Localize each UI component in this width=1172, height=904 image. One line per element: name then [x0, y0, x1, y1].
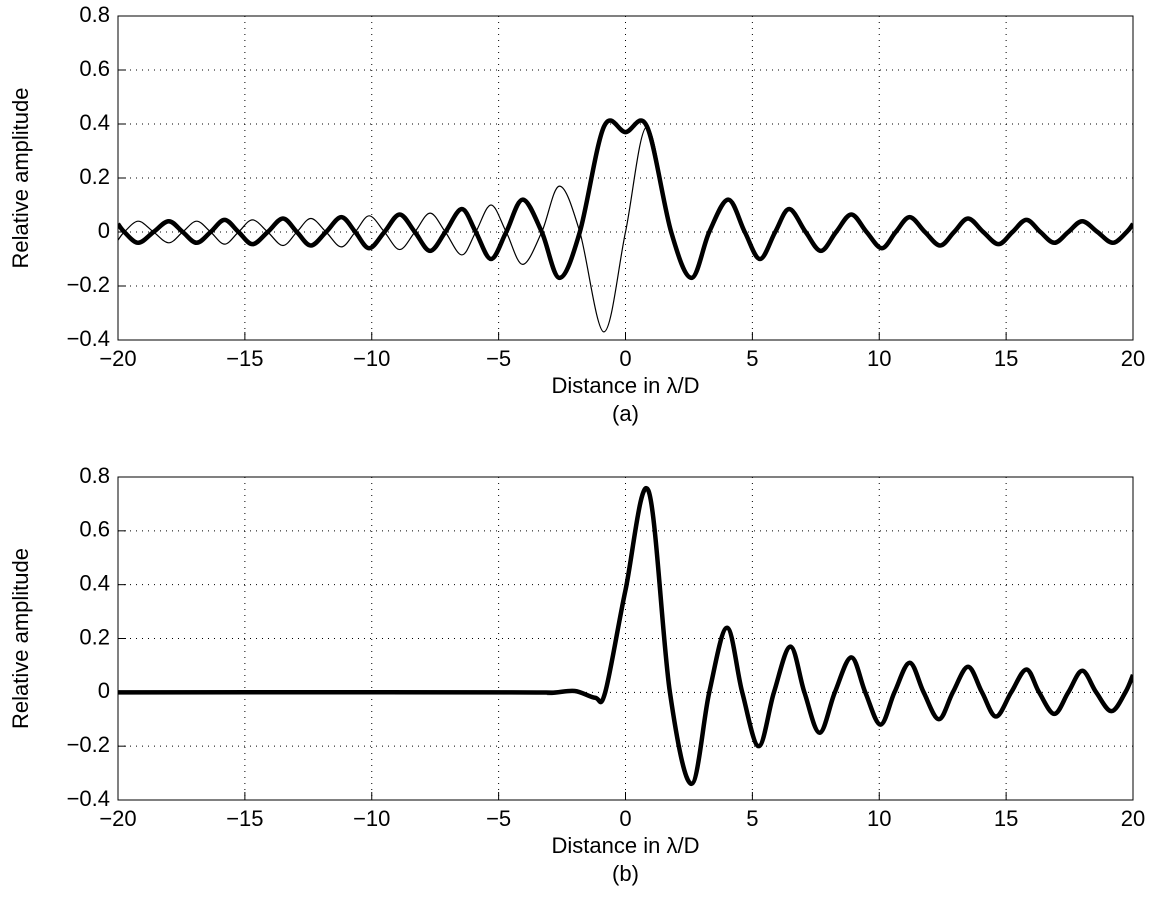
x-tick-label: −15 — [226, 346, 263, 371]
y-tick-label: −0.2 — [67, 272, 110, 297]
x-tick-label: 10 — [867, 346, 891, 371]
caption: (a) — [612, 401, 639, 426]
x-tick-label: 15 — [994, 346, 1018, 371]
data-line — [118, 485, 1133, 787]
caption: (b) — [612, 861, 639, 886]
y-tick-label: −0.2 — [67, 732, 110, 757]
y-tick-label: −0.4 — [67, 326, 110, 351]
x-tick-label: −20 — [99, 806, 136, 831]
x-tick-label: −10 — [353, 806, 390, 831]
y-tick-label: 0.4 — [79, 570, 110, 595]
x-tick-label: 10 — [867, 806, 891, 831]
axes-box — [117, 15, 1134, 341]
axes-box — [117, 476, 1134, 801]
x-tick-label: −5 — [486, 346, 511, 371]
data-line — [118, 118, 1133, 281]
y-tick-label: 0.6 — [79, 517, 110, 542]
y-tick-label: 0.8 — [79, 2, 110, 27]
x-tick-label: 15 — [994, 806, 1018, 831]
y-tick-label: 0.2 — [79, 164, 110, 189]
y-axis-label: Relative amplitude — [8, 548, 33, 729]
y-tick-label: 0 — [98, 678, 110, 703]
x-tick-label: −20 — [99, 346, 136, 371]
x-axis-label: Distance in λ/D — [552, 373, 700, 398]
x-tick-label: −10 — [353, 346, 390, 371]
y-tick-label: 0.6 — [79, 56, 110, 81]
y-tick-label: −0.4 — [67, 786, 110, 811]
x-tick-label: 0 — [619, 806, 631, 831]
x-tick-label: 20 — [1121, 806, 1145, 831]
y-tick-label: 0.2 — [79, 624, 110, 649]
panel: −0.4 −0.2 0 0.2 0.4 0.6 0.8 −20 −15 −10 −5 0 5 10 15 20… — [8, 2, 1145, 426]
x-tick-label: 5 — [746, 346, 758, 371]
x-tick-label: −15 — [226, 806, 263, 831]
x-tick-label: 0 — [619, 346, 631, 371]
x-tick-label: −5 — [486, 806, 511, 831]
y-tick-label: 0.4 — [79, 110, 110, 135]
x-tick-label: 20 — [1121, 346, 1145, 371]
panel: −0.4 −0.2 0 0.2 0.4 0.6 0.8 −20 −15 −10 −5 0 5 10 15 20… — [8, 463, 1145, 886]
y-axis-label: Relative amplitude — [8, 88, 33, 269]
x-axis-label: Distance in λ/D — [552, 833, 700, 858]
y-tick-label: 0.8 — [79, 463, 110, 488]
x-tick-label: 5 — [746, 806, 758, 831]
y-tick-label: 0 — [98, 218, 110, 243]
